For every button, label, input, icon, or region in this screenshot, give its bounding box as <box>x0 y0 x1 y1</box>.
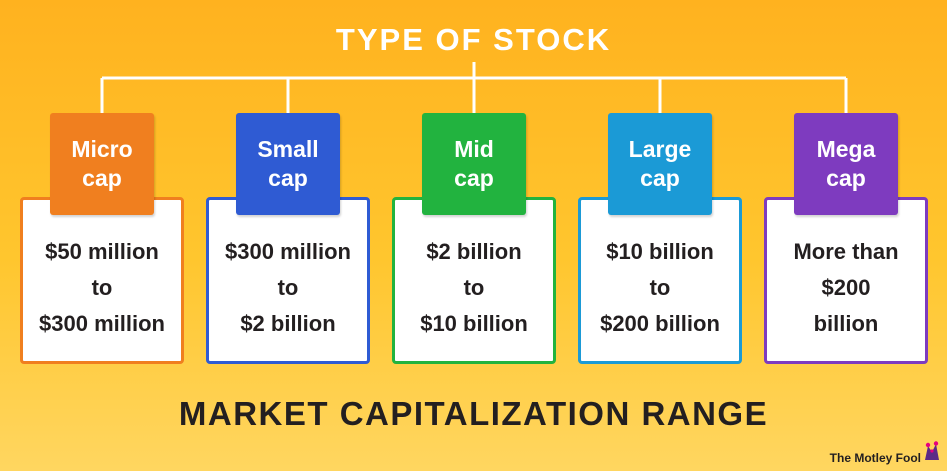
range-line: $300 million <box>225 239 351 264</box>
range-line: $10 billion <box>420 311 528 336</box>
range-card: $300 million to $2 billion <box>206 197 370 364</box>
range-line: $200 billion <box>600 311 720 336</box>
category-label-box: Micro cap <box>50 113 154 215</box>
range-line: $2 billion <box>426 239 522 264</box>
category-label: Small cap <box>236 135 340 193</box>
range-card: $10 billion to $200 billion <box>578 197 742 364</box>
category-label-box: Mega cap <box>794 113 898 215</box>
category-label: Micro cap <box>50 135 154 193</box>
range-line: to <box>91 275 113 300</box>
category-label: Large cap <box>608 135 712 193</box>
category-label-line: Mid <box>454 136 494 162</box>
range-line: $50 million <box>45 239 159 264</box>
brand-logo-text: The Motley Fool <box>829 451 921 465</box>
category-label-line: cap <box>826 165 866 191</box>
range-text: More than $200 billion <box>767 234 925 342</box>
range-line: billion <box>813 311 879 336</box>
diagram-title: TYPE OF STOCK <box>335 22 612 57</box>
range-text: $300 million to $2 billion <box>209 234 367 342</box>
range-text: $50 million to $300 million <box>23 234 181 342</box>
category-label-line: cap <box>454 165 494 191</box>
category-label-line: cap <box>640 165 680 191</box>
range-card: $2 billion to $10 billion <box>392 197 556 364</box>
category-label-line: cap <box>268 165 308 191</box>
category-label-box: Mid cap <box>422 113 526 215</box>
range-card: $50 million to $300 million <box>20 197 184 364</box>
range-card: More than $200 billion <box>764 197 928 364</box>
category-label-box: Large cap <box>608 113 712 215</box>
range-text: $10 billion to $200 billion <box>581 234 739 342</box>
category-label-line: Large <box>628 136 692 162</box>
category-label-line: Micro <box>71 136 133 162</box>
range-line: $10 billion <box>606 239 714 264</box>
range-line: to <box>649 275 671 300</box>
category-label: Mega cap <box>794 135 898 193</box>
range-line: $2 billion <box>240 311 336 336</box>
range-line: to <box>277 275 299 300</box>
range-line: $300 million <box>39 311 165 336</box>
jester-hat-icon <box>925 441 939 460</box>
category-label: Mid cap <box>422 135 526 193</box>
range-line: More than <box>793 239 899 264</box>
category-label-line: Small <box>257 136 319 162</box>
range-line: to <box>463 275 485 300</box>
category-label-line: Mega <box>816 136 876 162</box>
range-text: $2 billion to $10 billion <box>395 234 553 342</box>
range-line: $200 <box>821 275 871 300</box>
footer-title: MARKET CAPITALIZATION RANGE <box>178 395 769 432</box>
category-label-line: cap <box>82 165 122 191</box>
category-label-box: Small cap <box>236 113 340 215</box>
